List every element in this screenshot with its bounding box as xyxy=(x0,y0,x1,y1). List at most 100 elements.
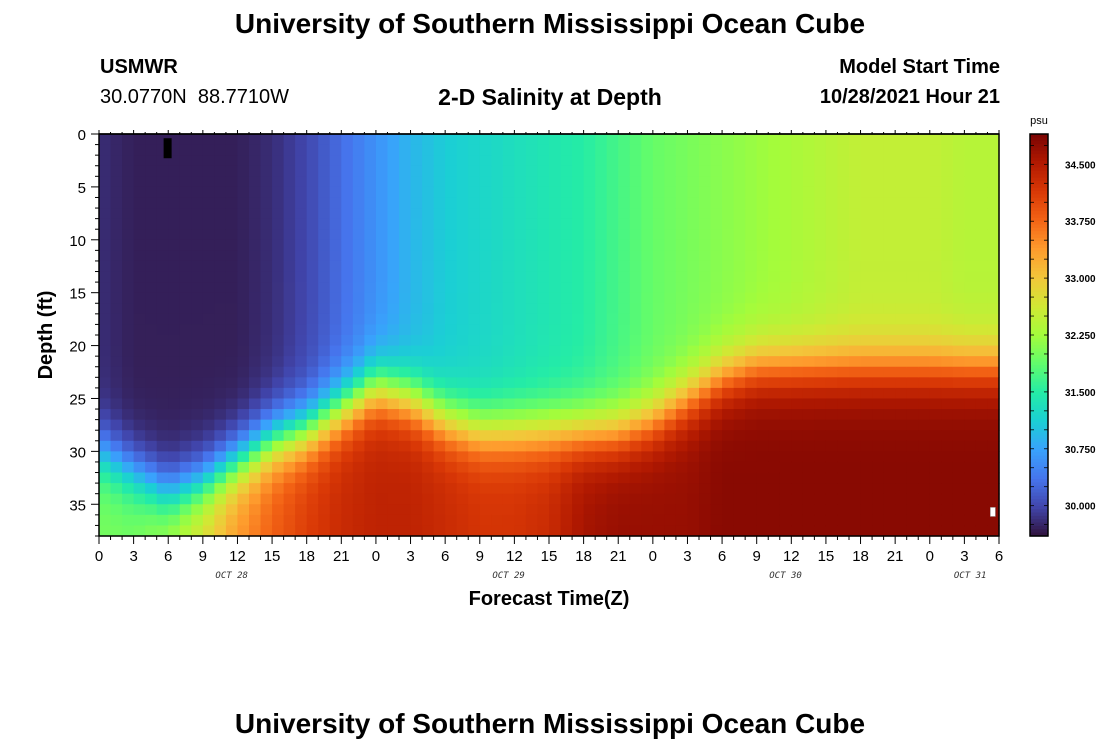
model-start-value: 10/28/2021 Hour 21 xyxy=(819,86,1000,108)
heatmap-cell xyxy=(145,324,158,336)
heatmap-cell xyxy=(525,430,539,442)
heatmap-cell xyxy=(618,271,631,283)
heatmap-cell xyxy=(399,313,412,326)
colorbar-swatch xyxy=(1030,489,1048,494)
heatmap-cell xyxy=(872,155,885,167)
heatmap-cell xyxy=(675,493,689,505)
heatmap-cell xyxy=(664,324,677,336)
heatmap-cell xyxy=(99,377,112,389)
heatmap-cell xyxy=(214,493,227,505)
heatmap-cell xyxy=(872,525,885,537)
heatmap-cell xyxy=(560,493,573,505)
heatmap-cell xyxy=(445,208,458,220)
heatmap-cell xyxy=(202,366,215,378)
heatmap-cell xyxy=(237,335,250,347)
heatmap-cell xyxy=(514,313,527,326)
heatmap-cell xyxy=(145,313,158,326)
heatmap-cell xyxy=(849,271,862,283)
heatmap-cell xyxy=(272,514,285,527)
heatmap-cell xyxy=(364,345,377,357)
heatmap-cell xyxy=(802,292,815,304)
heatmap-cell xyxy=(664,440,677,452)
heatmap-cell xyxy=(975,525,989,537)
heatmap-cell xyxy=(525,335,539,347)
y-tick-label: 15 xyxy=(69,286,86,303)
heatmap-cell xyxy=(595,409,608,421)
heatmap-cell xyxy=(779,292,792,304)
heatmap-cell xyxy=(122,366,135,378)
heatmap-cell xyxy=(237,504,250,516)
heatmap-cell xyxy=(468,493,481,505)
heatmap-cell xyxy=(664,239,677,251)
heatmap-cell xyxy=(525,377,539,389)
heatmap-cell xyxy=(768,165,781,177)
heatmap-cell xyxy=(733,419,746,431)
heatmap-cell xyxy=(479,525,492,537)
heatmap-cell xyxy=(502,218,515,230)
heatmap-cell xyxy=(364,186,377,199)
heatmap-cell xyxy=(502,282,515,294)
heatmap-cell xyxy=(364,377,377,389)
heatmap-cell xyxy=(237,398,250,410)
heatmap-cell xyxy=(537,409,550,421)
heatmap-cell xyxy=(410,387,423,400)
heatmap-cell xyxy=(202,186,215,199)
heatmap-cell xyxy=(399,419,412,431)
heatmap-cell xyxy=(445,324,458,336)
heatmap-cell xyxy=(975,218,989,230)
heatmap-cell xyxy=(860,366,873,378)
heatmap-cell xyxy=(410,303,423,315)
heatmap-cell xyxy=(883,483,896,495)
heatmap-cell xyxy=(375,197,389,209)
heatmap-cell xyxy=(133,451,146,463)
heatmap-cell xyxy=(272,303,285,315)
heatmap-cell xyxy=(249,313,262,326)
heatmap-cell xyxy=(872,292,885,304)
heatmap-cell xyxy=(399,324,412,336)
heatmap-cell xyxy=(664,514,677,527)
heatmap-cell xyxy=(964,324,977,336)
heatmap-cell xyxy=(572,229,585,241)
heatmap-cell xyxy=(145,176,158,188)
heatmap-cell xyxy=(756,461,769,474)
heatmap-cell xyxy=(883,451,896,463)
heatmap-cell xyxy=(537,451,550,463)
heatmap-cell xyxy=(122,229,135,241)
heatmap-cell xyxy=(525,197,539,209)
heatmap-cell xyxy=(952,155,965,167)
heatmap-cell xyxy=(249,440,262,452)
heatmap-cell xyxy=(618,419,631,431)
heatmap-cell xyxy=(906,409,919,421)
heatmap-cell xyxy=(895,387,908,400)
heatmap-cell xyxy=(295,419,308,431)
heatmap-cell xyxy=(606,134,619,146)
heatmap-cell xyxy=(872,271,885,283)
heatmap-cell xyxy=(733,514,746,527)
heatmap-cell xyxy=(479,134,492,146)
heatmap-cell xyxy=(295,186,308,199)
heatmap-cell xyxy=(468,366,481,378)
heatmap-cell xyxy=(906,472,919,484)
heatmap-cell xyxy=(260,250,273,262)
colorbar-swatch xyxy=(1030,345,1048,349)
heatmap-cell xyxy=(133,493,146,505)
heatmap-cell xyxy=(225,430,239,442)
heatmap-cell xyxy=(791,186,804,199)
heatmap-cell xyxy=(514,377,527,389)
heatmap-cell xyxy=(364,493,377,505)
heatmap-cell xyxy=(583,472,596,484)
heatmap-cell xyxy=(145,165,158,177)
heatmap-cell xyxy=(422,155,435,167)
heatmap-cell xyxy=(952,525,965,537)
heatmap-cell xyxy=(249,155,262,167)
heatmap-cell xyxy=(433,398,446,410)
heatmap-cell xyxy=(606,155,619,167)
heatmap-cell xyxy=(675,271,689,283)
heatmap-cell xyxy=(306,483,319,495)
heatmap-cell xyxy=(329,377,342,389)
heatmap-cell xyxy=(537,366,550,378)
heatmap-cell xyxy=(202,356,215,368)
heatmap-cell xyxy=(802,461,815,474)
heatmap-cell xyxy=(572,335,585,347)
heatmap-cell xyxy=(664,504,677,516)
